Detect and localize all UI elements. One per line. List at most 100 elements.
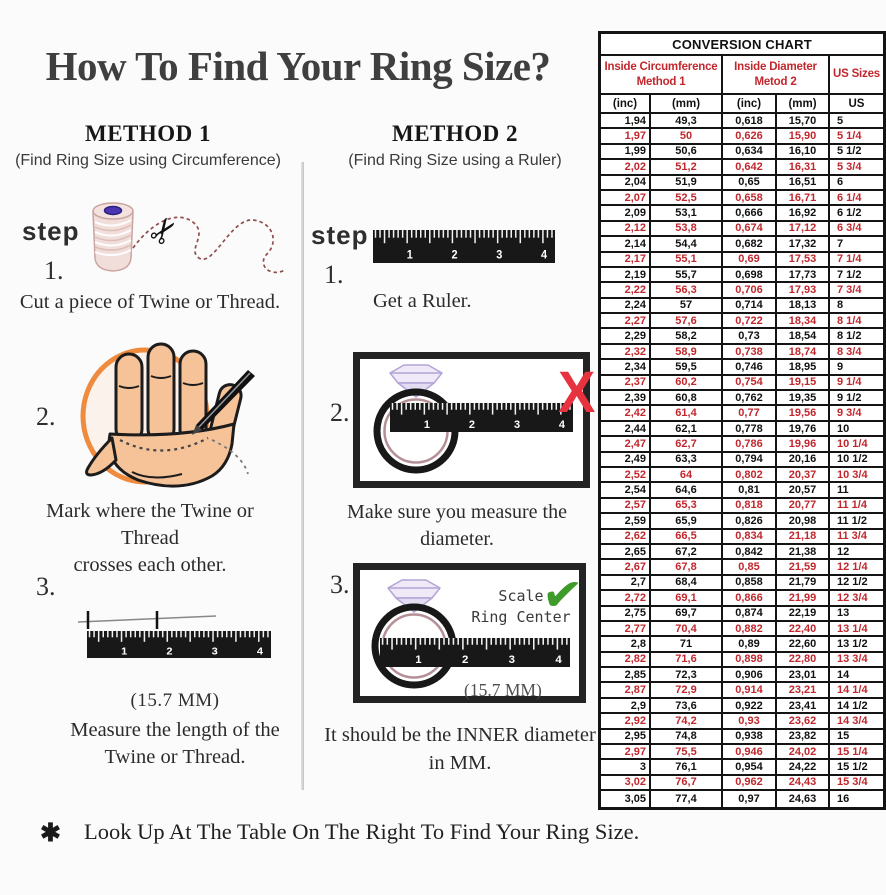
table-cell: 18,13 — [777, 298, 830, 313]
subheader-cell: (mm) — [777, 95, 830, 112]
table-cell: 0,882 — [723, 621, 777, 636]
svg-text:2: 2 — [452, 249, 458, 262]
table-cell: 2,75 — [601, 606, 651, 620]
table-cell: 17,53 — [777, 252, 830, 266]
table-cell: 0,618 — [723, 114, 777, 128]
table-cell: 2,54 — [601, 483, 651, 497]
table-cell: 50 — [651, 129, 723, 143]
hand-illustration — [80, 342, 255, 488]
table-cell: 14 — [837, 668, 850, 681]
table-cell: 22,80 — [777, 652, 830, 667]
table-row: 2,77 70,4 0,882 22,40 13 1/4 — [601, 621, 883, 638]
table-row: 2,39 60,8 0,762 19,35 9 1/2 — [601, 391, 883, 407]
table-cell: 21,99 — [777, 591, 830, 605]
table-cell: 18,95 — [777, 360, 830, 374]
table-row: 2,14 54,4 0,682 17,32 7 — [601, 237, 883, 253]
table-cell: 0,858 — [723, 575, 777, 590]
table-cell: 2,14 — [601, 237, 651, 251]
table-cell: 2,87 — [601, 683, 651, 697]
table-cell: 55,7 — [651, 267, 723, 282]
table-cell: 11 1/4 — [837, 499, 867, 512]
table-cell: 2,85 — [601, 668, 651, 682]
table-cell: 6 — [837, 176, 844, 189]
table-cell: 15,70 — [777, 114, 830, 128]
table-row: 1,99 50,6 0,634 16,10 5 1/2 — [601, 144, 883, 161]
table-row: 3,02 76,7 0,962 24,43 15 3/4 — [601, 775, 883, 792]
ruler-illustration: 1 2 3 4 — [390, 403, 573, 432]
svg-text:2: 2 — [469, 419, 475, 431]
table-cell: 73,6 — [651, 698, 723, 713]
table-row: 2,07 52,5 0,658 16,71 6 1/4 — [601, 190, 883, 207]
table-row: 2,59 65,9 0,826 20,98 11 1/2 — [601, 514, 883, 530]
table-cell: 0,922 — [723, 698, 777, 713]
table-cell: 0,818 — [723, 498, 777, 513]
table-cell: 0,738 — [723, 344, 777, 359]
table-cell: 65,3 — [651, 498, 723, 513]
conversion-chart-table: CONVERSION CHART Inside Circumference Me… — [598, 31, 886, 810]
method1-subtitle: (Find Ring Size using Circumference) — [15, 152, 281, 169]
table-cell: 0,938 — [723, 729, 777, 744]
table-cell: 6 1/2 — [837, 207, 862, 220]
table-cell: 21,79 — [777, 575, 830, 590]
table-row: 2,49 63,3 0,794 20,16 10 1/2 — [601, 452, 883, 468]
table-row: 2,19 55,7 0,698 17,73 7 1/2 — [601, 267, 883, 284]
table-cell: 56,3 — [651, 283, 723, 297]
table-cell: 2,47 — [601, 437, 651, 451]
asterisk-icon: ✱ — [40, 820, 61, 847]
table-cell: 7 3/4 — [837, 283, 862, 296]
method1-step1-number: 1. — [44, 256, 64, 285]
svg-text:4: 4 — [257, 647, 263, 657]
table-cell: 0,898 — [723, 652, 777, 667]
table-cell: 0,722 — [723, 314, 777, 328]
table-cell: 76,7 — [651, 775, 723, 790]
table-cell: 2,34 — [601, 360, 651, 374]
table-cell: 2,39 — [601, 391, 651, 405]
table-cell: 64,6 — [651, 483, 723, 497]
table-cell: 9 1/4 — [837, 376, 862, 389]
table-cell: 14 1/4 — [837, 684, 868, 697]
svg-text:4: 4 — [559, 419, 565, 431]
table-cell: 72,3 — [651, 668, 723, 682]
col-group-us-sizes: US Sizes — [833, 68, 880, 80]
method1-step2-number: 2. — [36, 402, 56, 431]
table-cell: 16,51 — [777, 175, 830, 189]
svg-text:4: 4 — [555, 654, 562, 666]
footer-note: Look Up At The Table On The Right To Fin… — [84, 819, 640, 844]
method2-heading: METHOD 2 — [391, 121, 519, 146]
table-cell: 61,4 — [651, 406, 723, 420]
table-cell: 0,834 — [723, 529, 777, 543]
table-cell: 58,2 — [651, 329, 723, 343]
table-row: 2,12 53,8 0,674 17,12 6 3/4 — [601, 221, 883, 238]
table-cell: 0,682 — [723, 237, 777, 251]
table-cell: 5 — [837, 114, 844, 127]
table-cell: 2,12 — [601, 221, 651, 236]
table-row: 1,94 49,3 0,618 15,70 5 — [601, 114, 883, 130]
svg-text:1: 1 — [424, 419, 430, 431]
chart-group-header: Inside Circumference Method 1 Inside Dia… — [601, 56, 883, 95]
red-x-icon: X — [558, 358, 596, 425]
svg-text:2: 2 — [166, 647, 172, 657]
table-cell: 18,54 — [777, 329, 830, 343]
table-cell: 0,674 — [723, 221, 777, 236]
table-cell: 0,762 — [723, 391, 777, 405]
table-cell: 0,746 — [723, 360, 777, 374]
scale-ring-center-note: Scale Ring Center — [471, 587, 571, 626]
table-row: 2,44 62,1 0,778 19,76 10 — [601, 421, 883, 438]
table-cell: 18,34 — [777, 314, 830, 328]
table-row: 2,72 69,1 0,866 21,99 12 3/4 — [601, 591, 883, 607]
table-cell: 0,954 — [723, 760, 777, 774]
table-cell: 2,97 — [601, 745, 651, 759]
table-cell: 77,4 — [651, 791, 723, 807]
table-cell: 8 1/2 — [837, 330, 862, 343]
table-cell: 6 3/4 — [837, 222, 862, 235]
table-cell: 20,77 — [777, 498, 830, 513]
table-cell: 0,714 — [723, 298, 777, 313]
table-cell: 5 3/4 — [837, 160, 862, 173]
table-cell: 2,22 — [601, 283, 651, 297]
table-cell: 0,65 — [723, 175, 777, 189]
table-cell: 0,93 — [723, 714, 777, 728]
table-row: 2,29 58,2 0,73 18,54 8 1/2 — [601, 329, 883, 345]
table-cell: 0,626 — [723, 129, 777, 143]
table-cell: 12 — [837, 545, 850, 558]
